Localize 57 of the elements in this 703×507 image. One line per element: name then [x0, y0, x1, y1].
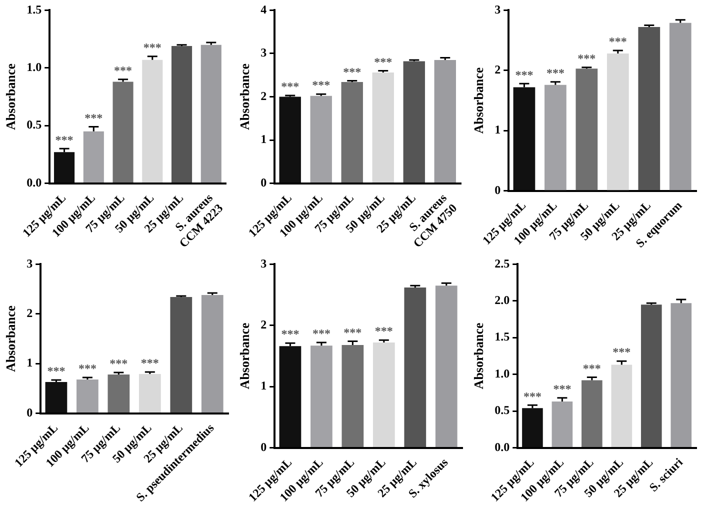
y-tick-label: 1 — [494, 122, 501, 137]
y-tick-label: 1 — [260, 378, 267, 392]
y-tick-label: 1.0 — [26, 60, 42, 74]
y-axis-title: Absorbance — [237, 322, 252, 389]
y-axis-title: Absorbance — [237, 63, 252, 130]
annotation: *** — [374, 54, 392, 69]
annotation: *** — [281, 80, 300, 94]
y-tick-label: 2.0 — [494, 292, 510, 307]
annotation: *** — [47, 364, 66, 378]
y-tick-label: 3 — [260, 46, 267, 60]
annotation: *** — [515, 68, 534, 82]
y-axis-title: Absorbance — [3, 63, 18, 130]
y-tick-label: 3 — [26, 256, 33, 270]
y-tick-label: 2 — [260, 88, 267, 103]
y-tick-label: 0.0 — [26, 175, 42, 190]
y-tick-label: 3 — [260, 256, 267, 270]
y-tick-label: 2 — [260, 316, 267, 331]
annotation: *** — [114, 64, 132, 78]
annotation: *** — [78, 361, 96, 376]
y-tick-label: 1 — [26, 355, 33, 370]
y-tick-label: 0.0 — [494, 439, 510, 454]
y-tick-label: 1.5 — [26, 2, 42, 16]
y-tick-label: 2 — [26, 305, 33, 320]
annotation: *** — [281, 326, 300, 341]
annotation: *** — [523, 388, 542, 403]
annotation: *** — [110, 356, 128, 370]
annotation: *** — [84, 110, 103, 125]
y-tick-label: 2.5 — [494, 256, 510, 270]
annotation: *** — [143, 40, 162, 54]
y-tick-label: 0.5 — [494, 402, 510, 417]
annotation: *** — [608, 34, 627, 49]
y-tick-label: 0 — [494, 182, 501, 197]
annotation: *** — [553, 381, 572, 396]
annotation: *** — [312, 326, 330, 340]
y-tick-label: 1 — [260, 132, 267, 146]
y-axis-title: Absorbance — [3, 304, 18, 372]
y-tick-label: 3 — [494, 2, 501, 16]
annotation: *** — [612, 344, 631, 359]
y-tick-label: 2 — [494, 62, 501, 77]
annotation: *** — [343, 64, 362, 79]
y-tick-label: 0 — [26, 404, 33, 419]
y-axis-title: Absorbance — [471, 67, 486, 134]
annotation: *** — [312, 78, 330, 92]
y-tick-label: 0.5 — [26, 118, 42, 132]
y-tick-label: 0 — [260, 175, 267, 190]
y-tick-label: 4 — [260, 2, 267, 16]
annotation: *** — [374, 324, 393, 338]
y-tick-label: 1.5 — [494, 329, 510, 344]
annotation: *** — [140, 356, 159, 370]
annotation: *** — [582, 360, 601, 375]
y-tick-label: 1.0 — [494, 366, 510, 380]
annotation: *** — [546, 66, 564, 80]
annotation: *** — [344, 324, 362, 339]
y-axis-title: Absorbance — [471, 322, 486, 389]
y-tick-label: 0 — [260, 439, 267, 454]
annotation: *** — [55, 132, 74, 147]
annotation: *** — [578, 52, 596, 66]
